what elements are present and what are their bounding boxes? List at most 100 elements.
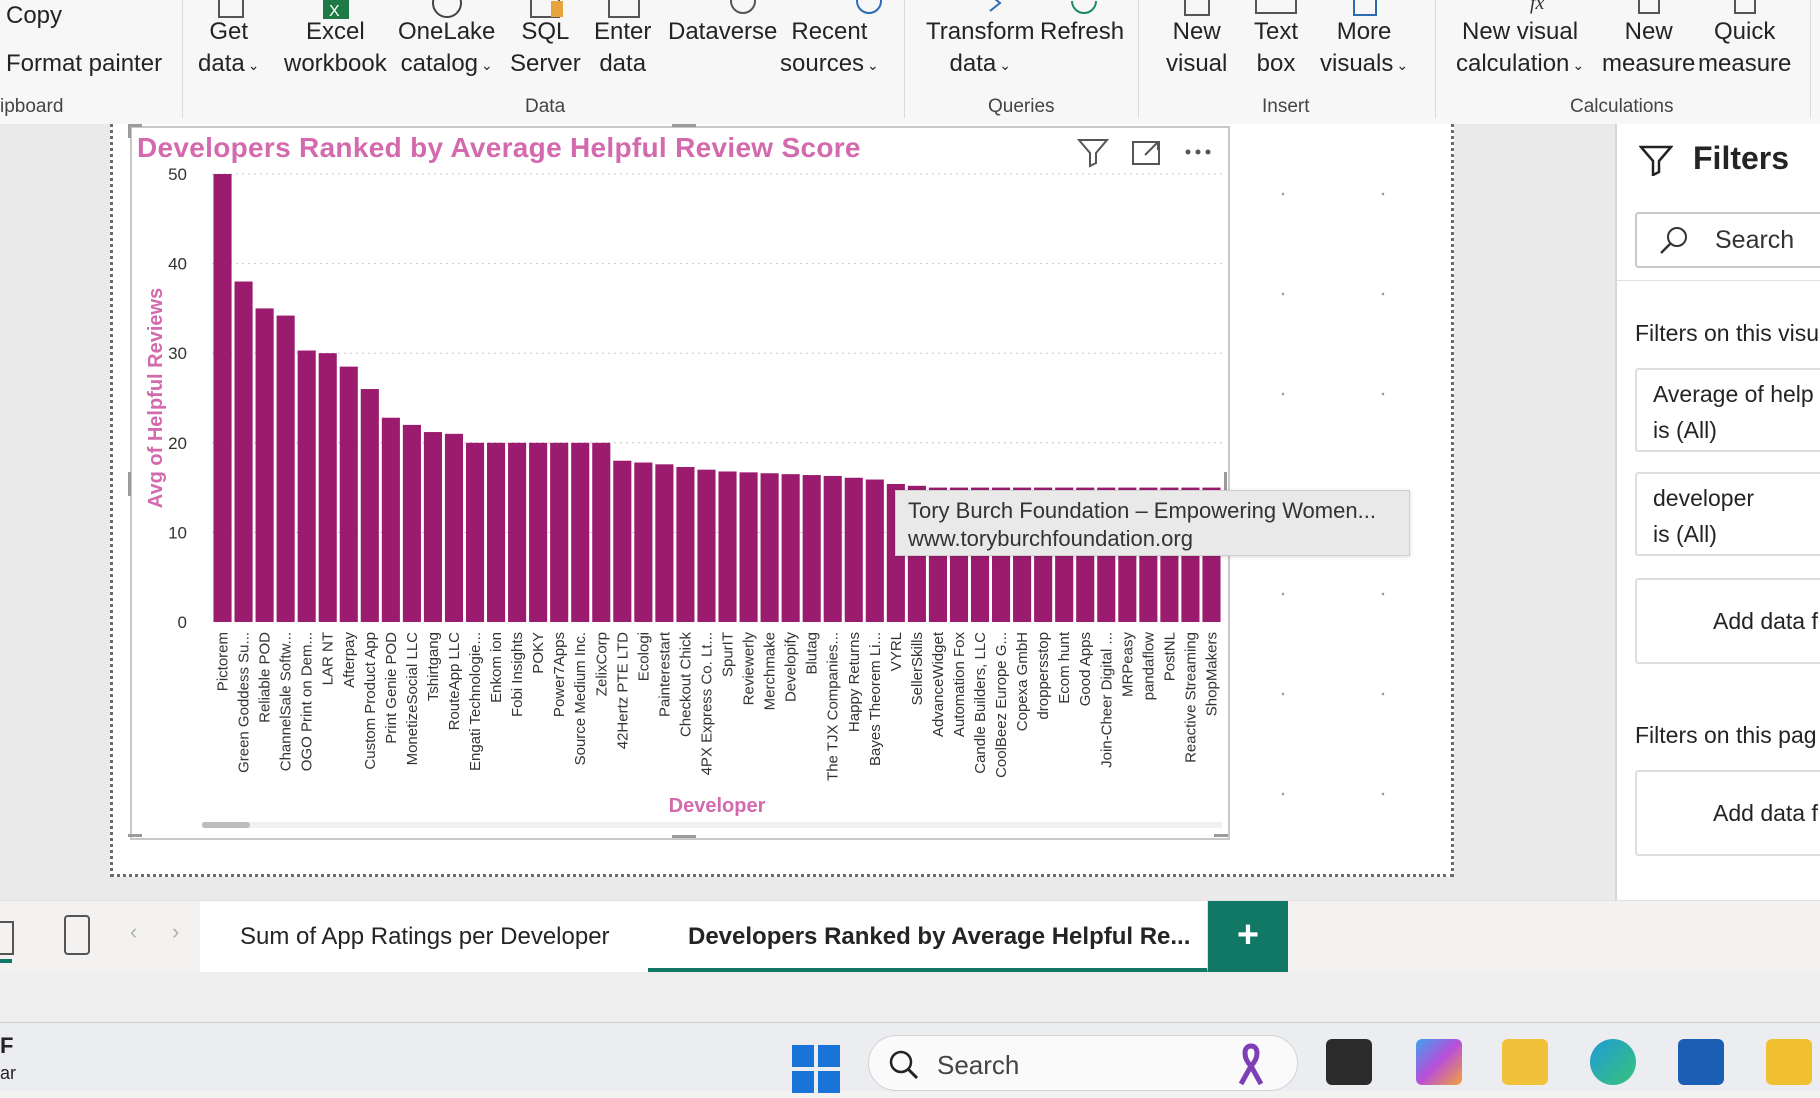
bar[interactable] [697, 469, 716, 622]
filter-icon [1638, 144, 1674, 181]
bar[interactable] [402, 424, 421, 622]
tab-sum-of-app-ratings[interactable]: Sum of App Ratings per Developer [200, 901, 651, 973]
bar[interactable] [739, 472, 758, 622]
copy-button[interactable]: Copy [6, 2, 63, 29]
bar[interactable] [634, 462, 653, 622]
bar[interactable] [844, 477, 863, 622]
bar[interactable] [508, 442, 527, 622]
resize-handle[interactable] [128, 124, 131, 138]
bar[interactable] [571, 442, 590, 622]
bar[interactable] [550, 442, 569, 622]
file-explorer-icon[interactable] [1502, 1039, 1548, 1085]
chevron-left-icon[interactable]: ‹ [130, 919, 138, 944]
y-tick-label: 40 [168, 255, 187, 274]
text-box-icon [1254, 0, 1298, 16]
new-visual-button[interactable]: New visual [1166, 0, 1227, 80]
ribbon-separator [904, 0, 905, 118]
chevron-down-icon: ⌄ [999, 56, 1011, 73]
horizontal-scrollbar[interactable] [202, 822, 1222, 828]
bar[interactable] [276, 315, 295, 622]
taskbar-left-text: F [0, 1033, 14, 1058]
bar[interactable] [255, 308, 274, 622]
taskview-icon[interactable] [1326, 1039, 1372, 1085]
sql-server-button[interactable]: SQL Server [510, 0, 581, 80]
x-tick-label: The TJX Companies... [825, 632, 842, 781]
enter-data-button[interactable]: Enter data [594, 0, 651, 80]
filter-icon[interactable] [1076, 136, 1110, 173]
add-page-button[interactable]: + [1208, 901, 1288, 973]
filters-title: Filters [1693, 140, 1790, 176]
store-icon[interactable] [1678, 1039, 1724, 1085]
filter-card-developer[interactable]: developer is (All) [1635, 472, 1820, 556]
bar-chart-visual[interactable]: Developers Ranked by Average Helpful Rev… [128, 124, 1230, 840]
x-tick-label: Good Apps [1077, 632, 1094, 706]
bar[interactable] [760, 473, 779, 622]
onelake-catalog-button[interactable]: OneLake catalog ⌄ [398, 0, 495, 81]
more-options-icon[interactable] [1182, 136, 1216, 173]
excel-workbook-button[interactable]: X Excel workbook [284, 0, 387, 80]
bar[interactable] [613, 460, 632, 622]
bar[interactable] [213, 174, 232, 622]
get-data-button[interactable]: Get data ⌄ [198, 0, 259, 81]
bar[interactable] [234, 281, 253, 622]
scrollbar-thumb[interactable] [202, 822, 250, 828]
resize-handle[interactable] [1214, 834, 1228, 837]
quick-measure-button[interactable]: Quick measure [1698, 0, 1791, 80]
recent-sources-button[interactable]: Recent sources ⌄ [780, 0, 883, 81]
filter-card-average-helpful[interactable]: Average of help is (All) [1635, 368, 1820, 452]
active-view-indicator [0, 959, 12, 963]
new-visual-calculation-button[interactable]: fx New visual calculation ⌄ [1456, 0, 1584, 81]
m365-copilot-icon[interactable] [1416, 1039, 1462, 1085]
bar[interactable] [423, 432, 442, 622]
add-data-fields-page[interactable]: Add data f [1635, 770, 1820, 856]
resize-handle[interactable] [128, 834, 142, 837]
resize-handle[interactable] [128, 472, 131, 496]
transform-data-button[interactable]: Transform data ⌄ [926, 0, 1034, 81]
filters-search-input[interactable]: Search [1635, 212, 1820, 268]
dataverse-button[interactable]: Dataverse [668, 0, 777, 48]
bar[interactable] [529, 442, 548, 622]
bar[interactable] [865, 479, 884, 622]
get-data-icon [198, 0, 259, 18]
table-icon [594, 0, 651, 18]
windows-start-icon[interactable] [792, 1045, 840, 1093]
bar[interactable] [297, 350, 316, 622]
desktop-view-icon[interactable] [0, 921, 14, 955]
format-painter-button[interactable]: Format painter [6, 50, 163, 77]
bar[interactable] [487, 442, 506, 622]
bar[interactable] [802, 475, 821, 622]
x-tick-label: OGO Print on Dem... [299, 632, 316, 771]
focus-mode-icon[interactable] [1130, 136, 1164, 173]
bar[interactable] [781, 474, 800, 622]
y-tick-label: 50 [168, 165, 187, 184]
x-tick-label: Pictorem [215, 632, 232, 691]
tab-developers-ranked[interactable]: Developers Ranked by Average Helpful Re.… [648, 901, 1208, 973]
refresh-button[interactable]: Refresh [1040, 0, 1124, 48]
text-box-button[interactable]: Text box [1254, 0, 1298, 80]
new-measure-button[interactable]: New measure [1602, 0, 1695, 80]
chevron-down-icon: ⌄ [1396, 56, 1409, 73]
bar[interactable] [360, 389, 379, 622]
bar[interactable] [339, 366, 358, 622]
bar[interactable] [718, 471, 737, 622]
bar[interactable] [823, 475, 842, 622]
chevron-right-icon[interactable]: › [172, 919, 180, 944]
resize-handle[interactable] [672, 124, 696, 127]
bar[interactable] [465, 442, 485, 622]
bar[interactable] [444, 433, 464, 622]
edge-browser-icon[interactable] [1590, 1039, 1636, 1085]
power-bi-icon[interactable] [1766, 1039, 1812, 1085]
bar[interactable] [676, 466, 695, 622]
add-data-fields-visual[interactable]: Add data f [1635, 578, 1820, 664]
resize-handle[interactable] [128, 124, 142, 127]
bar[interactable] [592, 442, 611, 622]
taskbar-search[interactable]: Search [868, 1035, 1298, 1091]
resize-handle[interactable] [1224, 472, 1227, 496]
bar[interactable] [381, 417, 400, 622]
bar[interactable] [318, 353, 337, 622]
calculations-group-label: Calculations [1570, 96, 1674, 117]
bar[interactable] [655, 464, 674, 622]
more-visuals-button[interactable]: More visuals ⌄ [1320, 0, 1408, 81]
mobile-view-icon[interactable] [64, 915, 90, 955]
resize-handle[interactable] [672, 835, 696, 838]
